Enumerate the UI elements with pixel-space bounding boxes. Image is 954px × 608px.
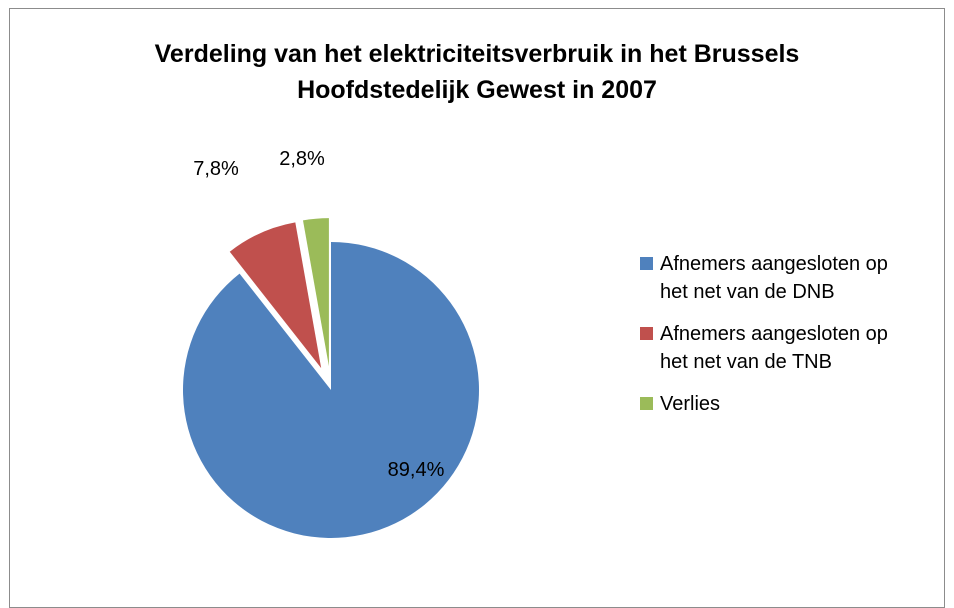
legend-label-dnb-line-2: het net van de DNB (660, 281, 835, 303)
legend-item-verlies: Verlies (640, 390, 950, 418)
chart-title: Verdeling van het elektriciteitsverbruik… (0, 36, 954, 108)
chart-frame (9, 8, 945, 608)
pie-slice-dnb (182, 242, 479, 538)
legend-swatch-dnb (640, 257, 653, 270)
legend-item-tnb: Afnemers aangesloten op het net van de T… (640, 320, 950, 376)
pie-label-verlies: 2,8% (279, 148, 325, 170)
pie-label-tnb: 7,8% (193, 158, 239, 180)
legend-swatch-tnb (640, 327, 653, 340)
chart-legend: Afnemers aangesloten op het net van de D… (640, 250, 950, 432)
pie-slice-verlies (302, 218, 329, 367)
legend-label-tnb-line-1: Afnemers aangesloten op (660, 323, 888, 345)
pie-slice-tnb (229, 222, 322, 369)
legend-label-verlies: Verlies (660, 393, 721, 415)
pie-label-dnb: 89,4% (388, 459, 445, 481)
legend-item-dnb: Afnemers aangesloten op het net van de D… (640, 250, 950, 306)
legend-label-tnb-line-2: het net van de TNB (660, 351, 832, 373)
legend-swatch-verlies (640, 397, 653, 410)
chart-title-line-1: Verdeling van het elektriciteitsverbruik… (154, 40, 800, 68)
chart-title-line-2: Hoofdstedelijk Gewest in 2007 (297, 76, 657, 104)
legend-label-dnb-line-1: Afnemers aangesloten op (660, 253, 888, 275)
pie-chart: 89,4% 7,8% 2,8% (182, 148, 479, 538)
